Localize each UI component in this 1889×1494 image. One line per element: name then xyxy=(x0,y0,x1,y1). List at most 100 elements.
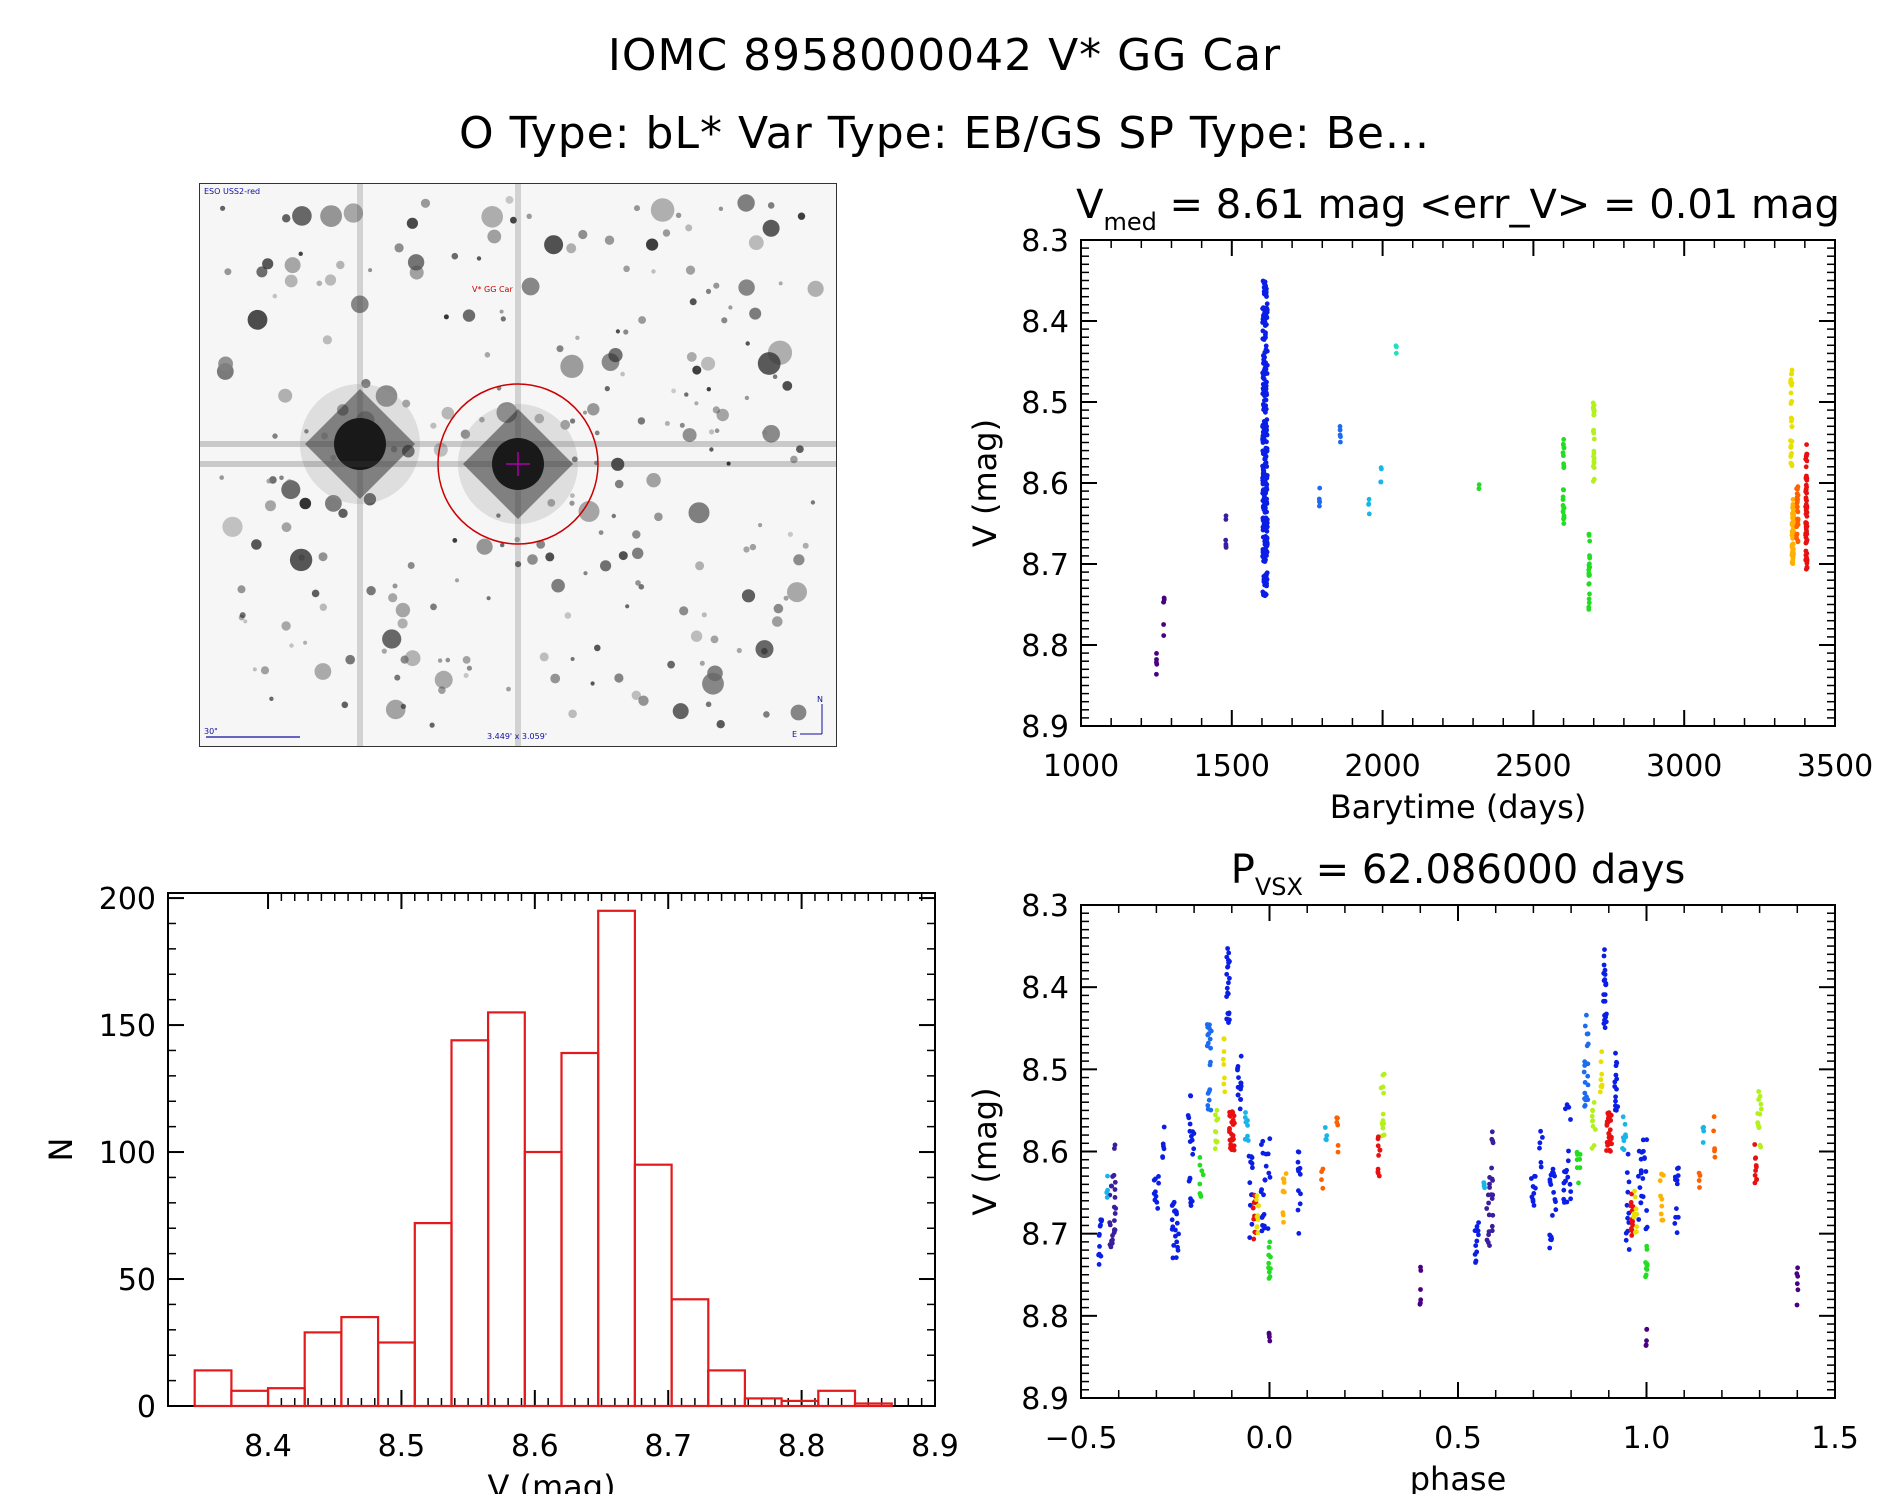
phased-point xyxy=(1563,1106,1568,1112)
lightcurve-point xyxy=(1788,438,1793,444)
phased-point xyxy=(1530,1184,1536,1189)
phased-point xyxy=(1489,1196,1495,1201)
phased-point xyxy=(1613,1050,1618,1056)
lightcurve-point xyxy=(1804,531,1810,537)
star xyxy=(400,655,409,664)
phased-point xyxy=(1381,1071,1387,1077)
lightcurve-point xyxy=(1264,286,1269,292)
phased-point xyxy=(1659,1203,1665,1209)
phased-point xyxy=(1486,1232,1491,1238)
phased-point xyxy=(1613,1098,1618,1104)
lightcurve-point xyxy=(1378,479,1384,485)
phased-point xyxy=(1375,1143,1381,1149)
lightcurve-point xyxy=(1803,456,1809,462)
lightcurve-point xyxy=(1794,504,1800,510)
phased-point xyxy=(1220,1056,1226,1062)
star xyxy=(314,663,332,680)
lightcurve-point xyxy=(1788,445,1794,450)
phased-xtick-label: 1.5 xyxy=(1811,1421,1859,1456)
phased-point xyxy=(1376,1173,1382,1179)
phased-point xyxy=(1266,1170,1272,1176)
star xyxy=(692,365,702,375)
phased-point xyxy=(1674,1181,1680,1187)
lightcurve-point xyxy=(1591,455,1597,461)
phased-point xyxy=(1629,1203,1635,1209)
lightcurve-point xyxy=(1337,427,1343,433)
star xyxy=(685,265,696,275)
phased-point xyxy=(1756,1089,1762,1094)
phased-point xyxy=(1375,1166,1381,1172)
star xyxy=(600,560,612,572)
phased-point xyxy=(1624,1202,1630,1208)
lightcurve-point xyxy=(1587,591,1592,597)
lightcurve-point xyxy=(1379,466,1384,472)
phased-point xyxy=(1660,1217,1666,1223)
phased-point xyxy=(1603,1014,1608,1020)
star xyxy=(289,643,294,648)
phased-xtick-label: 0.5 xyxy=(1434,1421,1482,1456)
star xyxy=(578,500,600,522)
phased-point xyxy=(1574,1157,1580,1163)
phased-point xyxy=(1603,1019,1609,1025)
phased-point xyxy=(1225,991,1231,997)
phased-point xyxy=(1228,1142,1234,1147)
lightcurve-point xyxy=(1804,451,1810,457)
histogram-bar xyxy=(707,1369,747,1408)
star xyxy=(265,500,276,512)
star xyxy=(260,666,270,675)
star xyxy=(278,388,293,403)
phased-point xyxy=(1381,1090,1386,1096)
star xyxy=(481,206,504,228)
phased-point xyxy=(1214,1107,1220,1113)
lightcurve-point xyxy=(1795,486,1800,492)
histogram-bar xyxy=(303,1331,343,1408)
phased-point xyxy=(1335,1149,1341,1155)
lightcurve-point xyxy=(1561,463,1567,469)
lightcurve-point xyxy=(1317,485,1323,491)
star xyxy=(695,561,705,571)
phased-chart: −0.5 0.0 0.5 1.0 1.5 8.3 8.4 8.5 8.6 8.7 8.8 8.9 pha… xyxy=(966,847,1859,1494)
phased-point xyxy=(1602,977,1608,982)
phased-point xyxy=(1658,1211,1664,1217)
star xyxy=(651,269,656,274)
lightcurve-point xyxy=(1263,592,1269,597)
star xyxy=(620,371,625,377)
histogram-bar xyxy=(670,1298,710,1408)
lightcurve-point xyxy=(1260,328,1266,334)
phased-point xyxy=(1757,1142,1763,1148)
histogram-xtick-label: 8.5 xyxy=(378,1429,426,1464)
lightcurve-point xyxy=(1789,424,1795,429)
phased-point xyxy=(1198,1192,1203,1198)
phased-point xyxy=(1263,1163,1269,1169)
star xyxy=(634,205,640,212)
phased-point xyxy=(1231,1113,1237,1119)
star xyxy=(604,386,610,392)
phased-point xyxy=(1485,1240,1491,1245)
lightcurve-point xyxy=(1803,552,1809,558)
star xyxy=(632,530,641,539)
star xyxy=(744,395,750,401)
phased-point xyxy=(1638,1200,1644,1206)
phased-point xyxy=(1323,1136,1329,1142)
phased-point xyxy=(1632,1188,1637,1194)
phased-point xyxy=(1697,1185,1702,1190)
star xyxy=(675,212,682,218)
phased-point xyxy=(1633,1206,1639,1212)
phased-point xyxy=(1156,1180,1161,1186)
phased-point xyxy=(1538,1164,1544,1170)
lightcurve-point xyxy=(1789,371,1795,377)
star xyxy=(566,243,577,254)
phased-point xyxy=(1247,1180,1253,1186)
lightcurve-point xyxy=(1260,438,1266,443)
phased-point xyxy=(1487,1185,1492,1190)
star xyxy=(688,502,710,524)
phased-point xyxy=(1486,1200,1491,1206)
star xyxy=(363,493,377,506)
phased-point xyxy=(1418,1268,1424,1273)
star xyxy=(762,425,780,443)
phased-xtick-label: −0.5 xyxy=(1045,1421,1118,1456)
phased-point xyxy=(1254,1197,1259,1203)
phased-point xyxy=(1174,1239,1180,1245)
lightcurve-point xyxy=(1789,367,1795,373)
phased-point xyxy=(1585,1073,1591,1079)
